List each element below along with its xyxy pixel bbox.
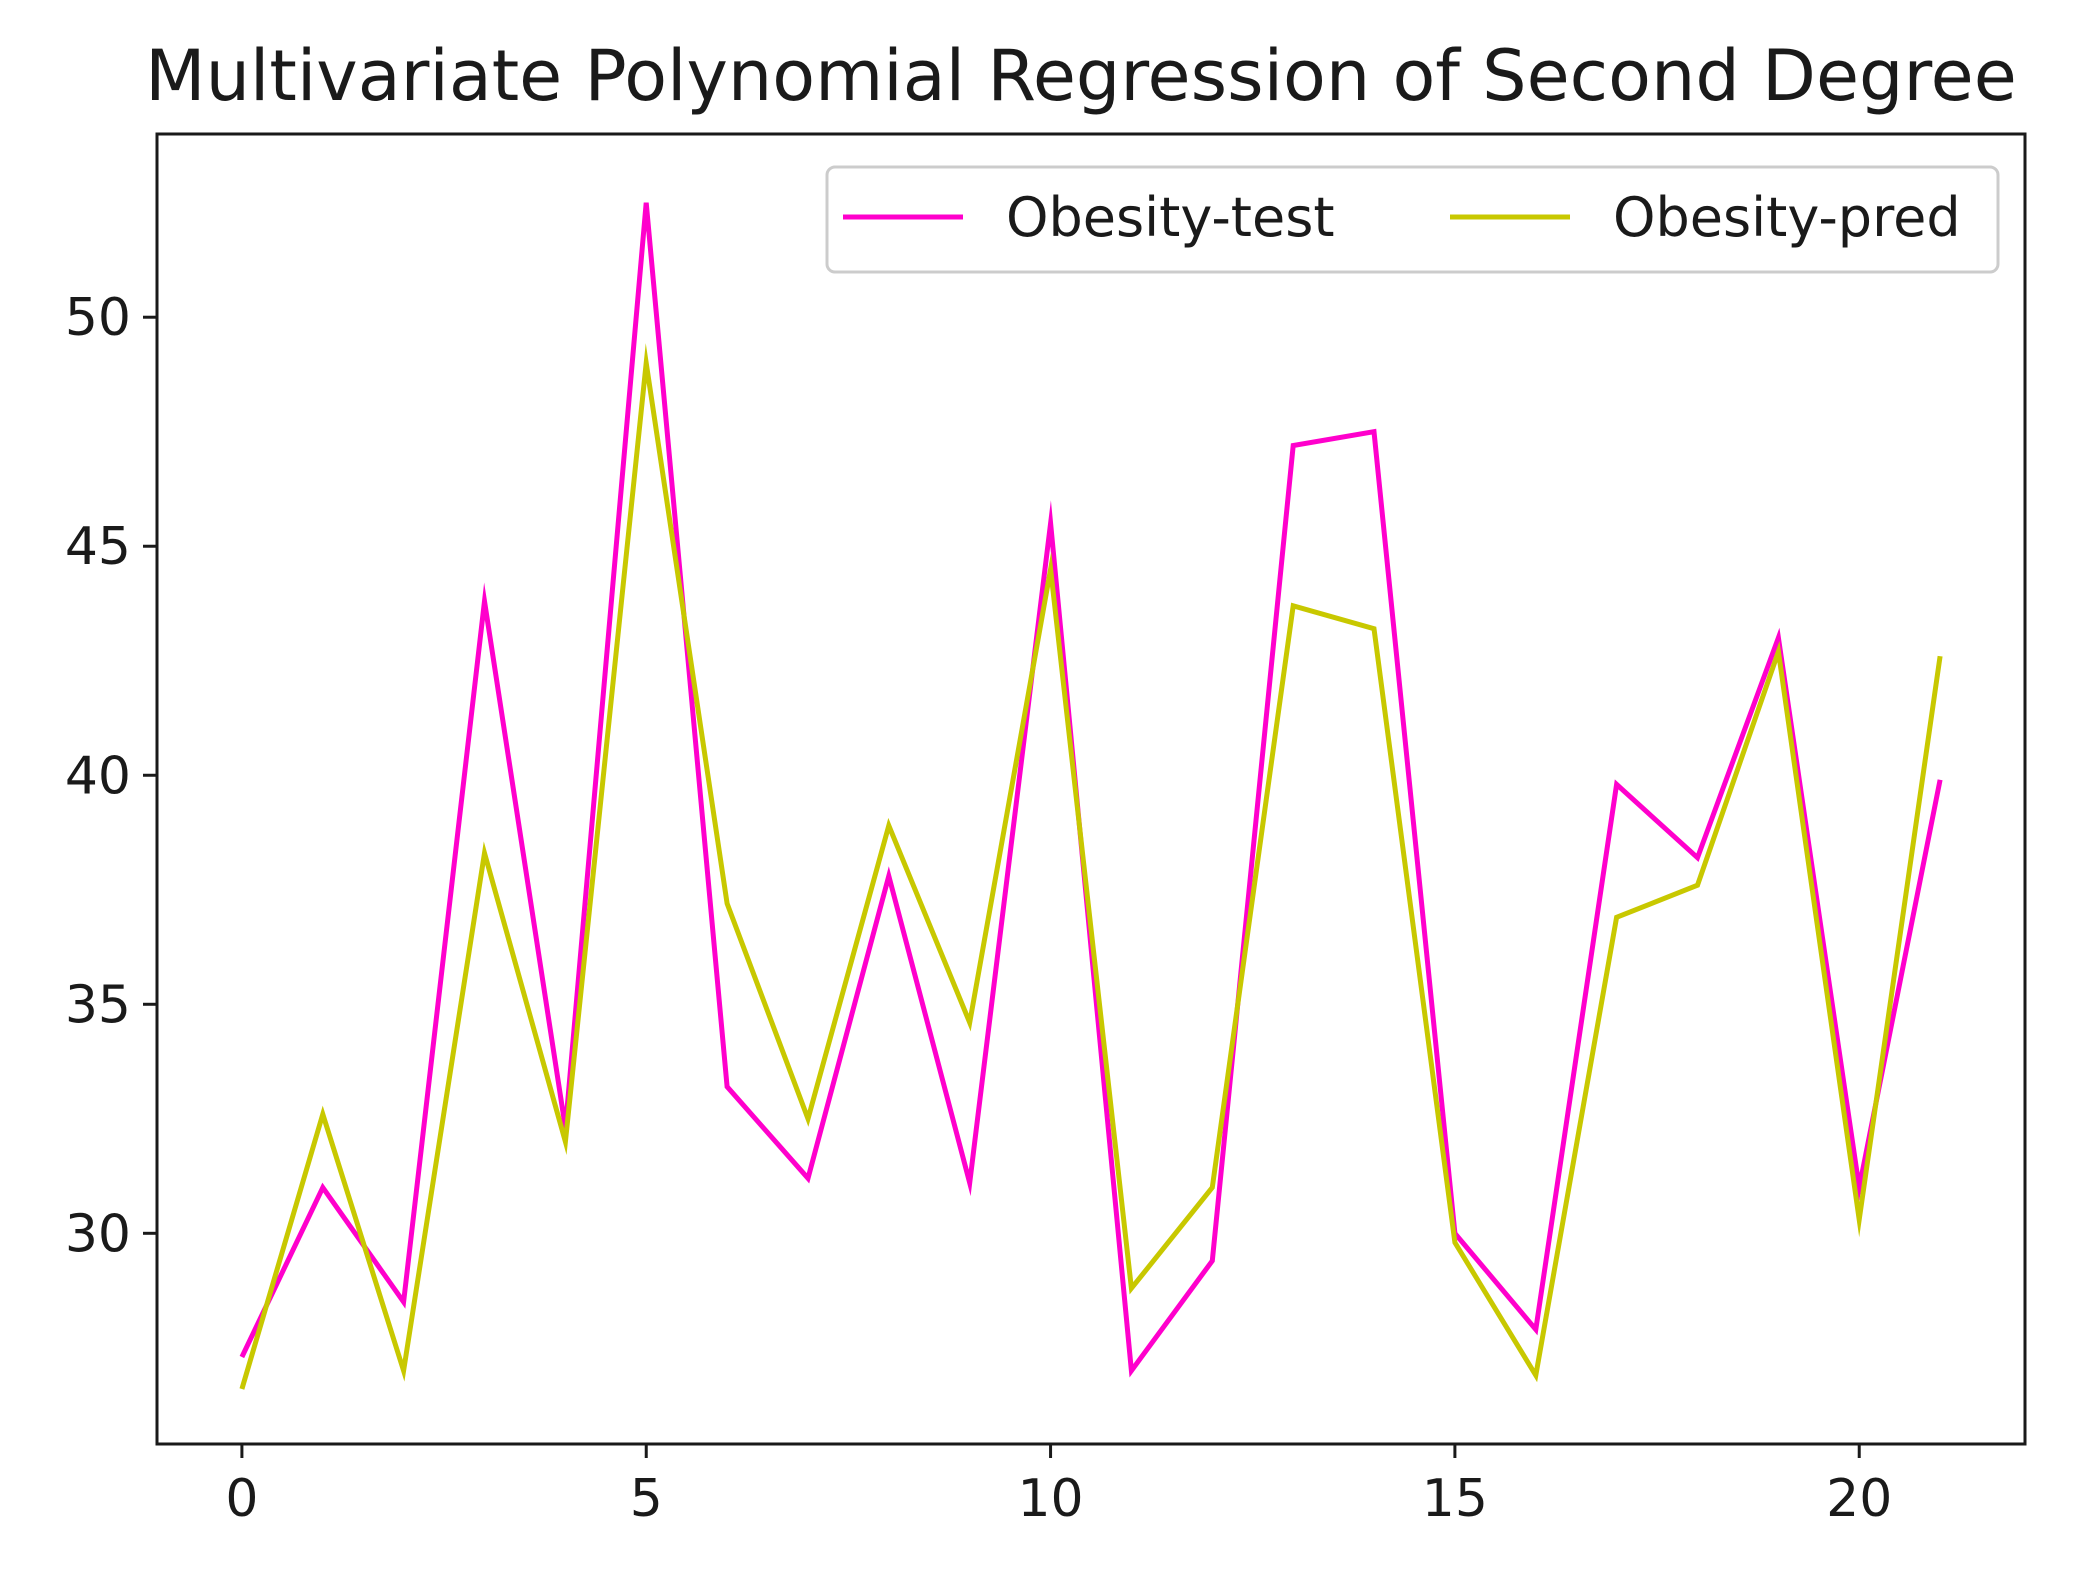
x-tick-label: 0 [225,1469,258,1529]
legend-box [825,165,2000,274]
legend-label-obesity-pred: Obesity-pred [1613,186,1961,249]
x-tick-label: 15 [1422,1469,1488,1529]
series-line-obesity-pred [239,343,1943,1390]
chart-title: Multivariate Polynomial Regression of Se… [145,35,2017,117]
y-axis-ticks: 30 35 40 45 50 [65,288,157,1264]
series-line-obesity-test [239,202,1943,1378]
x-axis-ticks: 0 5 10 15 20 [225,1444,1892,1529]
legend: Obesity-test Obesity-pred [825,165,2000,274]
y-tick-label: 35 [65,975,131,1035]
y-tick-label: 40 [65,746,131,806]
x-tick-label: 5 [630,1469,663,1529]
series-lines [239,202,1943,1390]
plot-frame [155,132,2027,1446]
x-tick-label: 10 [1017,1469,1083,1529]
x-tick-label: 20 [1826,1469,1892,1529]
y-tick-label: 30 [65,1204,131,1264]
y-tick-label: 45 [65,517,131,577]
legend-label-obesity-test: Obesity-test [1006,186,1335,249]
y-tick-label: 50 [65,288,131,348]
